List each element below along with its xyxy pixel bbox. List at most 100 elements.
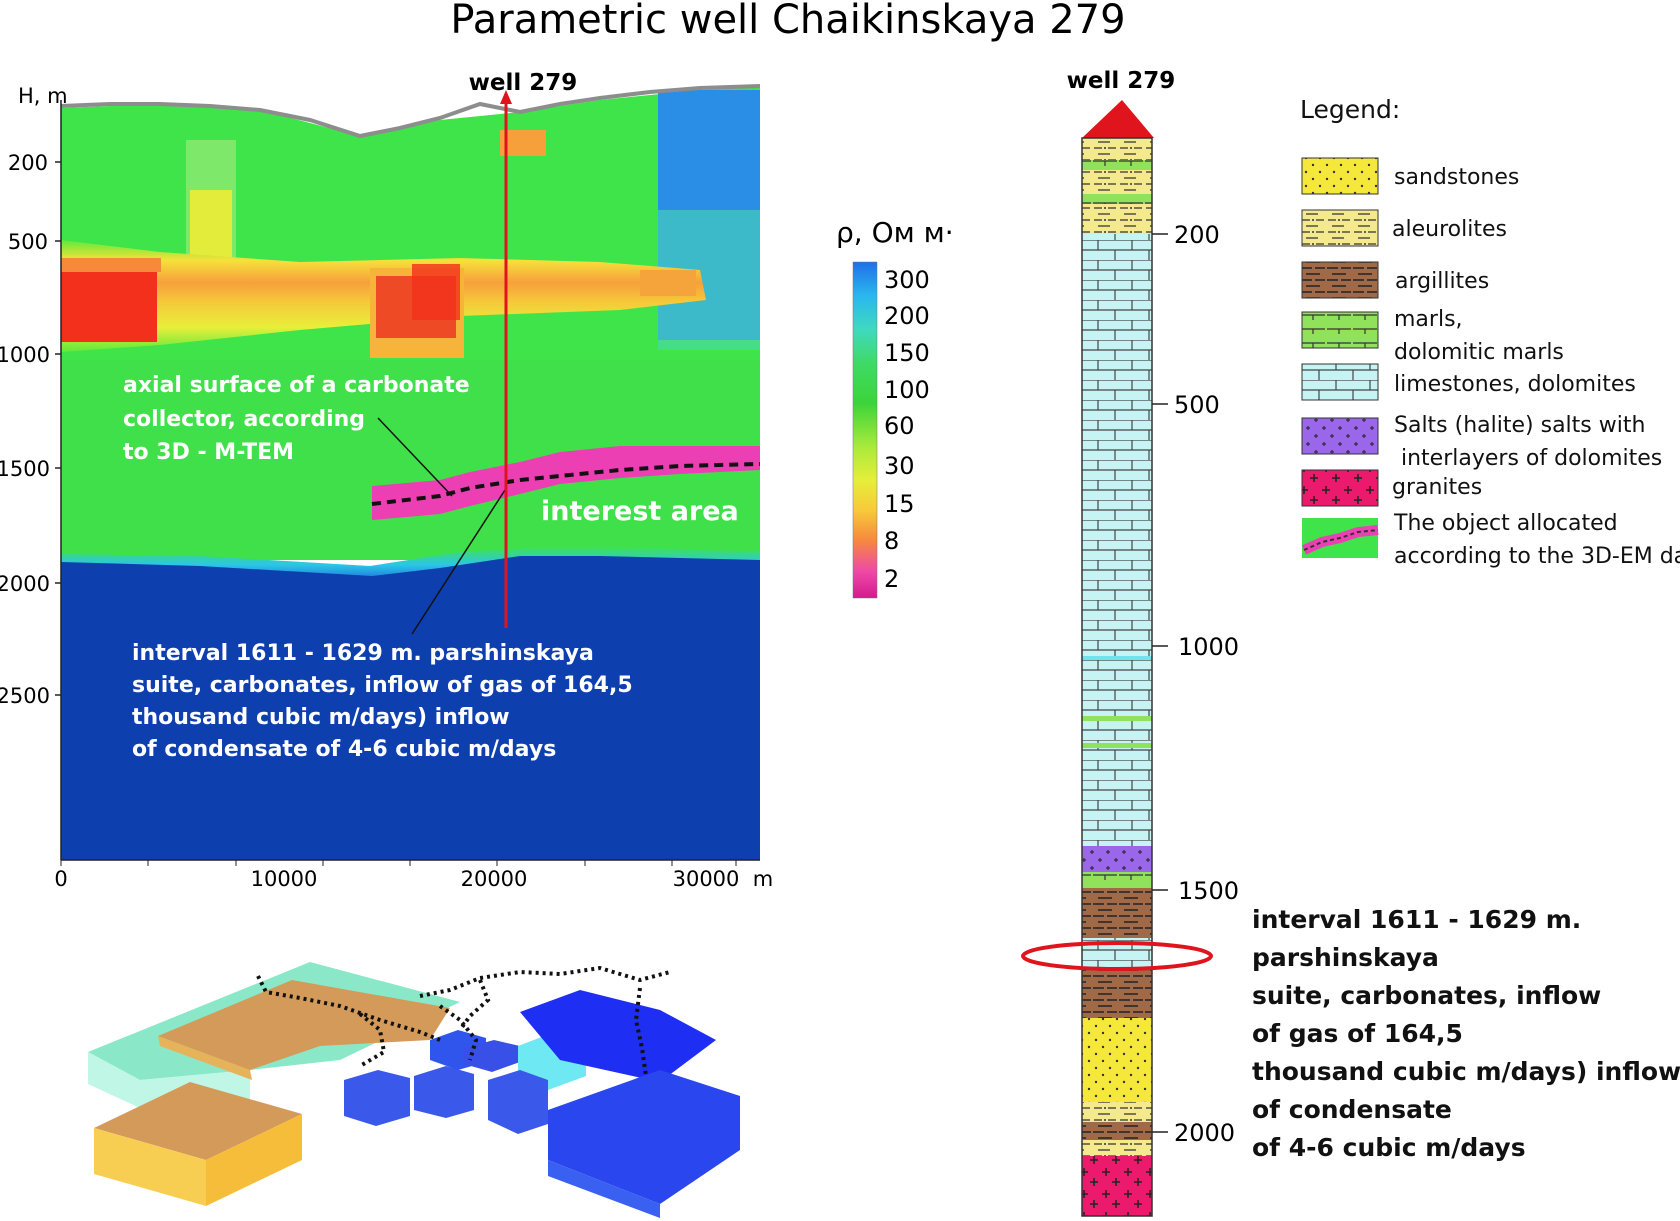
block-blue-b [414,1066,474,1118]
block-blue-f [488,1070,548,1134]
argillite-swatch [1301,261,1379,299]
y-tick-label: 1000 [0,343,50,367]
section-interval-line-2: suite, carbonates, inflow of gas of 164,… [132,673,633,698]
layer-aleurolite-4 [1082,1102,1152,1122]
block-blue-d [464,1040,520,1072]
figure-title: Parametric well Chaikinskaya 279 [450,0,1125,43]
well-trajectory-3 [419,965,671,998]
section-interval-line-3: thousand cubic m/days) inflow [132,705,510,730]
column-depth-label: 1000 [1178,633,1239,661]
colorbar-label: 30 [884,452,915,480]
interval-ellipse [1021,941,1213,971]
legend-label: argillites [1395,269,1489,294]
section-red-body-left [61,272,157,342]
legend-label: marls, [1394,307,1463,332]
block-orange-side [206,1114,302,1206]
block-orange-top [94,1082,302,1160]
x-ticks: 0 10000 20000 30000 m [54,860,773,891]
section-deep-blue [61,556,760,860]
y-tick-label: 500 [8,230,48,254]
well-label-column: well 279 [1067,68,1176,94]
well-marker-triangle [1082,100,1154,138]
column-interval-line-6: of condensate [1252,1095,1452,1124]
y-tick-label: 200 [8,151,48,175]
x-tick-label: 20000 [461,867,528,891]
colorbar-label: 2 [884,565,899,593]
axial-note-line-2: collector, according [123,407,365,432]
legend-label: dolomitic marls [1394,340,1564,365]
colorbar: ρ, Ом м· 300 200 150 100 60 30 15 8 2 [836,216,954,599]
layer-argillite-3 [1082,1122,1152,1140]
section-interval-line-4: of condensate of 4-6 cubic m/days [132,737,556,762]
x-tick-label: 30000 [673,867,740,891]
limestone-swatch [1301,363,1379,401]
colorbar-label: 200 [884,302,930,330]
y-tick-label: 2000 [0,572,50,596]
colorbar-label: 100 [884,376,930,404]
column-interval-line-5: thousand cubic m/days) inflow [1252,1057,1680,1086]
layer-marl-top [1082,160,1152,170]
well-trajectory-5 [633,987,648,1077]
layer-aleurolite-5 [1082,1140,1152,1156]
x-axis-unit: m [753,867,773,891]
y-tick-label: 1500 [0,457,50,481]
layer-marl-3 [1082,872,1152,888]
y-tick-label: 2500 [0,684,50,708]
colorbar-label: 300 [884,266,930,294]
layer-aleurolite-3 [1082,204,1152,234]
colorbar-scale [852,261,878,599]
aleurolite-swatch [1301,209,1379,247]
well-trajectory-2 [358,1012,387,1068]
legend-label: The object allocated [1393,511,1618,536]
layer-aleurolite-top [1082,138,1152,160]
layer-thin-green-2 [1082,743,1152,748]
resistivity-section: well 279 axial surface of a carbonate co… [0,70,773,891]
block-brown-front [158,1036,252,1080]
colorbar-title: ρ, Ом м· [836,216,954,249]
salt-swatch [1301,417,1379,455]
legend-label: according to the 3D-EM data [1394,544,1680,569]
colorbar-label: 60 [884,412,915,440]
section-interval-line-1: interval 1611 - 1629 m. parshinskaya [132,641,594,666]
column-interval-line-7: of 4-6 cubic m/days [1252,1133,1526,1162]
lithology-column: well 279 200 500 1000 [1021,68,1680,1217]
topography-line [60,84,761,139]
axial-pointer-line [377,417,453,497]
well-trajectory-1 [256,975,441,1042]
block-blue-a [344,1070,410,1126]
block-blue-large-top [520,990,716,1082]
section-orange-right [640,270,696,296]
column-depth-label: 200 [1174,221,1220,249]
column-depth-ticks: 200 500 1000 1500 2000 [1152,221,1239,1147]
well-label-section: well 279 [469,70,578,96]
legend-label: interlayers of dolomites [1394,446,1662,471]
legend: Legend: sandstones aleurolites argillite… [1300,95,1680,569]
colorbar-label: 8 [884,527,899,555]
layer-argillite-2 [1082,968,1152,1018]
interest-area-label: interest area [541,496,739,527]
layer-aleurolite-2 [1082,170,1152,194]
layer-thin-cyan [1082,656,1152,660]
granite-swatch [1301,469,1379,507]
colorbar-label: 15 [884,490,915,518]
x-tick-label: 0 [54,867,67,891]
layer-thin-green-1 [1082,716,1152,721]
legend-label: aleurolites [1392,217,1507,242]
legend-label: limestones, dolomites [1394,372,1636,397]
interval-pointer-line [411,489,506,635]
block-brown-top [158,980,450,1070]
y-axis-label: H, m [18,84,68,108]
colorbar-label: 150 [884,339,930,367]
legend-label: sandstones [1394,165,1519,190]
well-arrow-section [500,90,512,104]
marl-swatch [1301,311,1379,349]
axial-surface-line [371,462,761,506]
section-orange-edge-left [61,258,161,272]
layer-granite [1082,1156,1152,1216]
layer-marl-2 [1082,194,1152,204]
column-interval-line-2: parshinskaya [1252,943,1439,972]
block-model-3d [88,962,740,1218]
legend-label: granites [1392,475,1482,500]
object-swatch [1301,518,1379,558]
block-blue-large-right [548,1070,740,1204]
